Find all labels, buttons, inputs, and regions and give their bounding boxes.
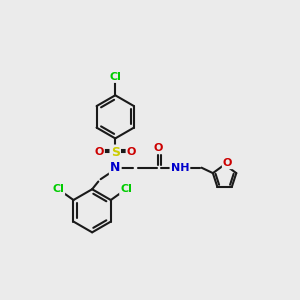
Text: Cl: Cl [120, 184, 132, 194]
Text: N: N [110, 161, 120, 174]
Text: Cl: Cl [52, 184, 64, 194]
Text: NH: NH [171, 163, 189, 173]
Text: Cl: Cl [109, 72, 121, 82]
Text: O: O [223, 158, 232, 168]
Text: O: O [127, 147, 136, 157]
Text: O: O [94, 147, 104, 157]
Text: S: S [111, 146, 120, 159]
Text: O: O [154, 143, 163, 153]
